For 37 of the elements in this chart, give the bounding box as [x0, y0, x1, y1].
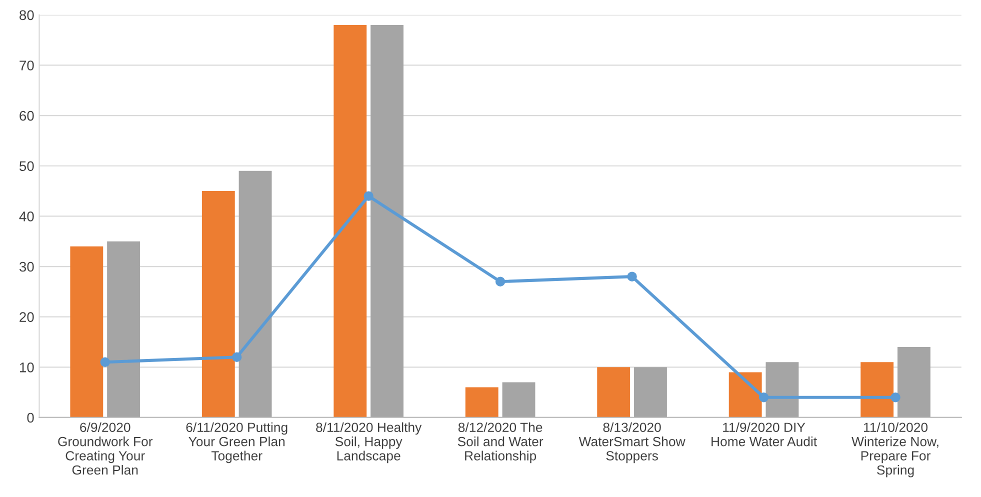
bar: [597, 367, 630, 418]
point: [758, 392, 769, 402]
x-tick-label: 8/13/2020 WaterSmart Show Stoppers: [578, 422, 686, 464]
y-tick-label: 70: [20, 60, 34, 70]
bar: [70, 246, 104, 418]
point: [232, 352, 242, 362]
y-tick-label: 0: [27, 412, 34, 423]
y-tick-label: 30: [19, 262, 34, 272]
x-tick-label: 6/11/2020 Putting Your Green Plan Together: [186, 422, 288, 464]
bar: [465, 387, 498, 418]
bar: [728, 372, 762, 418]
bar: [860, 362, 894, 418]
point: [627, 272, 637, 282]
bar: [897, 347, 930, 418]
bar: [766, 362, 799, 418]
x-tick-label: 8/11/2020 Healthy Soil, Happy Landscape: [316, 422, 422, 464]
point: [364, 191, 374, 201]
bar: [107, 241, 140, 418]
x-tick-label: 8/12/2020 The Soil and Water Relationship: [458, 422, 544, 464]
x-tick-label: 11/10/2020 Winterize Now, Prepare For Spring: [852, 422, 938, 478]
y-tick-label: 40: [19, 212, 34, 222]
bar: [238, 170, 272, 418]
y-tick-label: 10: [20, 362, 34, 372]
point: [890, 392, 900, 402]
bar: [202, 191, 235, 418]
point: [495, 276, 506, 286]
y-tick-label: 20: [20, 312, 34, 322]
y-tick-label: 60: [20, 110, 34, 121]
y-tick-label: 80: [20, 10, 34, 20]
bar: [334, 24, 367, 418]
bar: [634, 367, 667, 418]
bar: [370, 24, 404, 418]
y-tick-label: 50: [19, 161, 34, 172]
point: [100, 357, 110, 367]
x-tick-label: 11/9/2020 DIY Home Water Audit: [712, 422, 817, 446]
x-tick-label: 6/9/2020 Groundwork For Creating Your Green Plan: [58, 422, 153, 475]
bar: [502, 382, 536, 418]
